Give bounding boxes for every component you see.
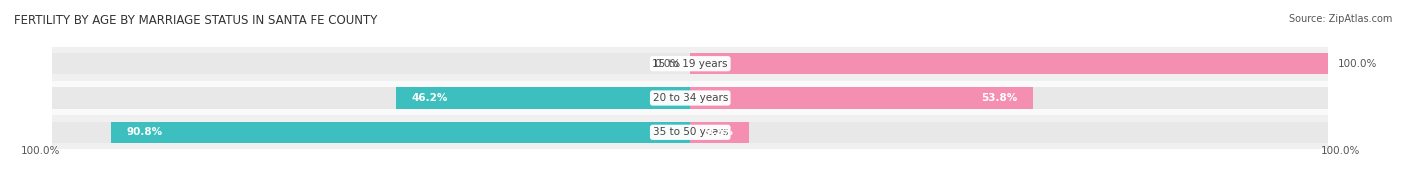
Bar — [690, 53, 1329, 74]
Text: 90.8%: 90.8% — [127, 127, 163, 137]
Bar — [690, 53, 1329, 74]
Text: 100.0%: 100.0% — [1320, 146, 1360, 156]
Bar — [395, 87, 690, 109]
Bar — [52, 87, 690, 109]
Bar — [111, 122, 690, 143]
Text: 15 to 19 years: 15 to 19 years — [652, 59, 728, 69]
Bar — [690, 122, 749, 143]
Bar — [52, 81, 1329, 115]
Text: 100.0%: 100.0% — [1337, 59, 1376, 69]
Bar — [690, 87, 1329, 109]
Text: 46.2%: 46.2% — [412, 93, 449, 103]
Bar — [52, 115, 1329, 150]
Text: 100.0%: 100.0% — [21, 146, 60, 156]
Text: 20 to 34 years: 20 to 34 years — [652, 93, 728, 103]
Bar — [52, 47, 1329, 81]
Bar — [690, 122, 1329, 143]
Text: 9.2%: 9.2% — [704, 127, 733, 137]
Text: 53.8%: 53.8% — [981, 93, 1018, 103]
Text: Source: ZipAtlas.com: Source: ZipAtlas.com — [1288, 14, 1392, 24]
Text: FERTILITY BY AGE BY MARRIAGE STATUS IN SANTA FE COUNTY: FERTILITY BY AGE BY MARRIAGE STATUS IN S… — [14, 14, 377, 27]
Text: 0.0%: 0.0% — [654, 59, 681, 69]
Bar — [52, 122, 690, 143]
Bar — [52, 53, 690, 74]
Bar — [690, 87, 1033, 109]
Text: 35 to 50 years: 35 to 50 years — [652, 127, 728, 137]
